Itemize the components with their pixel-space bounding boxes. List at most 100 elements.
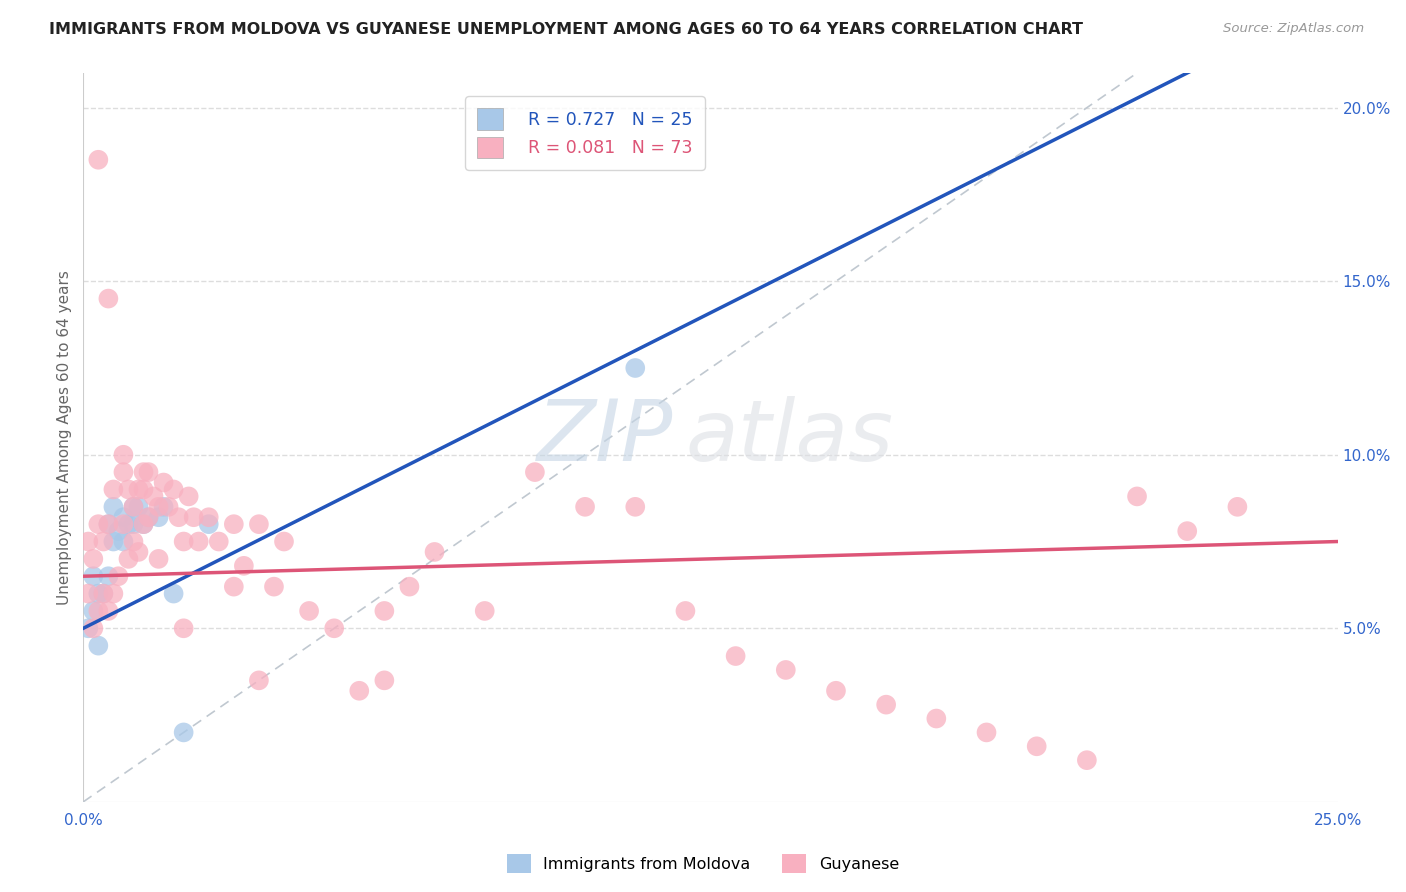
Point (117, 517, 139, 532)
Point (97, 517, 120, 532)
Point (87, 517, 110, 532)
Text: ZIP: ZIP (537, 396, 673, 479)
Point (112, 448, 135, 462)
Point (97, 569, 120, 583)
Point (197, 510, 219, 524)
Point (82, 569, 104, 583)
Point (162, 586, 184, 600)
Point (875, 698, 897, 712)
Point (574, 500, 596, 514)
Point (87, 604, 110, 618)
Point (173, 621, 195, 635)
Point (523, 465, 546, 479)
Point (142, 490, 165, 504)
Point (1025, 739, 1047, 754)
Text: Source: ZipAtlas.com: Source: ZipAtlas.com (1223, 22, 1364, 36)
Point (87, 586, 110, 600)
Point (127, 500, 149, 514)
Point (474, 604, 496, 618)
Point (152, 475, 174, 490)
Point (87, 153, 110, 167)
Point (103, 534, 125, 549)
Point (97, 292, 120, 306)
Legend: Immigrants from Moldova, Guyanese: Immigrants from Moldova, Guyanese (501, 847, 905, 880)
Point (107, 524, 129, 538)
Legend:   R = 0.727   N = 25,   R = 0.081   N = 73: R = 0.727 N = 25, R = 0.081 N = 73 (465, 96, 704, 169)
Point (103, 483, 125, 497)
Point (247, 673, 270, 688)
Point (103, 500, 125, 514)
Point (112, 510, 135, 524)
Point (197, 517, 219, 532)
Y-axis label: Unemployment Among Ages 60 to 64 years: Unemployment Among Ages 60 to 64 years (58, 270, 72, 605)
Point (148, 500, 170, 514)
Point (1175, 524, 1198, 538)
Point (323, 621, 346, 635)
Point (138, 465, 160, 479)
Point (82, 621, 104, 635)
Point (97, 517, 120, 532)
Point (122, 500, 145, 514)
Point (1226, 500, 1249, 514)
Point (162, 483, 184, 497)
Point (132, 517, 155, 532)
Point (208, 534, 231, 549)
Point (112, 534, 135, 549)
Point (177, 490, 200, 504)
Point (117, 483, 139, 497)
Point (97, 604, 120, 618)
Point (132, 517, 155, 532)
Point (232, 558, 254, 573)
Point (1126, 490, 1149, 504)
Point (373, 604, 395, 618)
Point (298, 604, 321, 618)
Point (127, 545, 149, 559)
Point (976, 725, 998, 739)
Point (82, 604, 104, 618)
Point (775, 663, 797, 677)
Text: atlas: atlas (686, 396, 893, 479)
Point (173, 725, 195, 739)
Point (373, 673, 395, 688)
Point (77, 586, 100, 600)
Point (167, 510, 190, 524)
Point (93, 586, 115, 600)
Point (925, 712, 948, 726)
Point (93, 586, 115, 600)
Point (127, 483, 149, 497)
Point (247, 517, 270, 532)
Point (222, 517, 245, 532)
Point (132, 483, 155, 497)
Point (122, 517, 145, 532)
Point (122, 500, 145, 514)
Point (1076, 753, 1098, 767)
Point (183, 510, 205, 524)
Point (87, 639, 110, 653)
Point (112, 517, 135, 532)
Point (138, 510, 160, 524)
Point (107, 569, 129, 583)
Point (187, 534, 209, 549)
Point (263, 580, 285, 594)
Point (724, 648, 747, 663)
Point (117, 552, 139, 566)
Point (349, 683, 371, 698)
Point (675, 604, 697, 618)
Point (423, 545, 446, 559)
Point (138, 510, 160, 524)
Point (157, 500, 180, 514)
Point (152, 500, 174, 514)
Point (825, 683, 848, 698)
Point (273, 534, 295, 549)
Point (82, 552, 104, 566)
Point (93, 534, 115, 549)
Point (77, 534, 100, 549)
Point (122, 534, 145, 549)
Point (624, 500, 647, 514)
Point (398, 580, 420, 594)
Point (103, 586, 125, 600)
Point (112, 465, 135, 479)
Point (624, 361, 647, 376)
Point (77, 621, 100, 635)
Point (173, 534, 195, 549)
